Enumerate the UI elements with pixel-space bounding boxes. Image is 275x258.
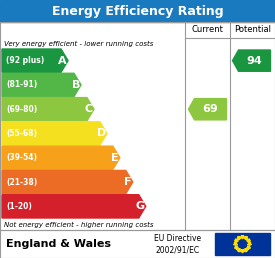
Text: Energy Efficiency Rating: Energy Efficiency Rating <box>52 4 223 18</box>
Bar <box>0 230 275 258</box>
Polygon shape <box>232 50 271 71</box>
Text: Current: Current <box>192 26 223 35</box>
Polygon shape <box>241 235 244 239</box>
Text: (1-20): (1-20) <box>6 202 32 211</box>
Polygon shape <box>244 248 248 252</box>
Text: G: G <box>136 201 145 211</box>
Polygon shape <box>241 249 244 253</box>
Bar <box>0 22 275 230</box>
Text: B: B <box>72 80 80 90</box>
Bar <box>0 22 275 230</box>
Text: Potential: Potential <box>234 26 271 35</box>
Text: Not energy efficient - higher running costs: Not energy efficient - higher running co… <box>4 221 153 228</box>
Polygon shape <box>2 171 133 194</box>
Polygon shape <box>237 236 241 240</box>
Polygon shape <box>235 239 238 243</box>
Polygon shape <box>233 242 237 246</box>
Polygon shape <box>188 99 227 120</box>
Polygon shape <box>2 122 107 145</box>
Text: (39-54): (39-54) <box>6 153 37 162</box>
Polygon shape <box>2 195 146 218</box>
Text: (21-38): (21-38) <box>6 178 37 187</box>
Text: (55-68): (55-68) <box>6 129 37 138</box>
Text: England & Wales: England & Wales <box>6 239 111 249</box>
Polygon shape <box>244 236 248 240</box>
Bar <box>0 0 275 22</box>
Polygon shape <box>248 242 251 246</box>
Polygon shape <box>237 248 241 252</box>
Bar <box>0 230 275 258</box>
Polygon shape <box>2 73 81 96</box>
Text: F: F <box>124 177 132 187</box>
Polygon shape <box>2 98 94 121</box>
Polygon shape <box>247 246 251 249</box>
Text: EU Directive
2002/91/EC: EU Directive 2002/91/EC <box>155 233 202 254</box>
Text: C: C <box>85 104 93 114</box>
Text: 94: 94 <box>247 56 262 66</box>
Text: D: D <box>97 128 106 139</box>
Bar <box>215 233 270 255</box>
Text: (92 plus): (92 plus) <box>6 56 44 65</box>
Text: E: E <box>111 153 119 163</box>
Text: Very energy efficient - lower running costs: Very energy efficient - lower running co… <box>4 41 153 46</box>
Polygon shape <box>247 239 251 243</box>
Polygon shape <box>2 146 120 170</box>
Text: (69-80): (69-80) <box>6 105 37 114</box>
Text: 69: 69 <box>203 104 218 114</box>
Polygon shape <box>235 246 238 249</box>
Text: A: A <box>58 56 67 66</box>
Text: (81-91): (81-91) <box>6 80 37 90</box>
Polygon shape <box>2 49 68 72</box>
